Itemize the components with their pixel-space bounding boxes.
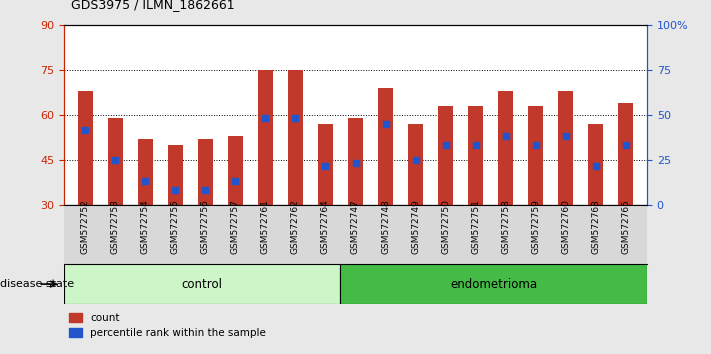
Point	[230, 178, 241, 184]
Point	[289, 115, 301, 121]
Point	[440, 142, 451, 148]
Text: GDS3975 / ILMN_1862661: GDS3975 / ILMN_1862661	[71, 0, 235, 11]
Bar	[619, 103, 634, 205]
Bar	[138, 139, 153, 205]
Bar	[198, 139, 213, 205]
Bar	[498, 91, 513, 205]
Point	[500, 133, 511, 139]
Point	[530, 142, 542, 148]
Bar	[528, 106, 543, 205]
Bar	[378, 88, 393, 205]
Point	[200, 187, 211, 193]
Point	[260, 115, 271, 121]
Bar	[107, 118, 122, 205]
Text: disease state: disease state	[0, 279, 74, 289]
Bar	[469, 106, 483, 205]
Bar	[77, 91, 92, 205]
Point	[109, 157, 121, 163]
Bar	[318, 124, 333, 205]
Text: endometrioma: endometrioma	[450, 278, 538, 291]
Bar	[408, 124, 423, 205]
Bar	[558, 91, 573, 205]
Bar	[64, 264, 341, 304]
Bar	[258, 70, 273, 205]
Point	[80, 127, 91, 133]
Point	[590, 164, 602, 169]
Point	[320, 164, 331, 169]
Bar	[168, 145, 183, 205]
Point	[380, 121, 391, 127]
Bar	[341, 264, 647, 304]
Text: control: control	[182, 278, 223, 291]
Bar	[589, 124, 604, 205]
Bar	[228, 136, 242, 205]
Point	[139, 178, 151, 184]
Point	[410, 157, 422, 163]
Bar	[348, 118, 363, 205]
Point	[350, 160, 361, 166]
Point	[169, 187, 181, 193]
Legend: count, percentile rank within the sample: count, percentile rank within the sample	[69, 313, 266, 338]
Point	[620, 142, 631, 148]
Bar	[438, 106, 453, 205]
Point	[560, 133, 572, 139]
Point	[470, 142, 481, 148]
Bar	[288, 70, 303, 205]
